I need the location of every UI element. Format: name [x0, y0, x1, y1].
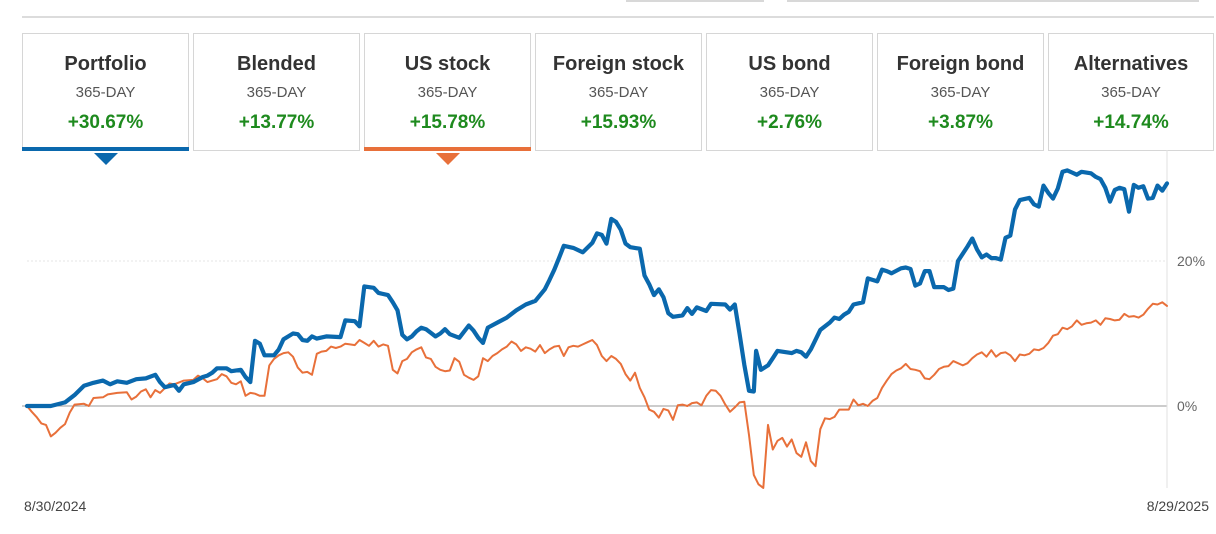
tab-return-value: +14.74% [1093, 112, 1169, 133]
tab-name: US bond [748, 53, 831, 75]
tab-foreign-stock[interactable]: Foreign stock 365-DAY +15.93% [535, 33, 702, 151]
series-line-us-stock [26, 301, 1168, 489]
tab-name: Alternatives [1073, 53, 1189, 75]
tab-period: 365-DAY [930, 84, 991, 101]
tab-foreign-bond[interactable]: Foreign bond 365-DAY +3.87% [877, 33, 1044, 151]
tab-blended[interactable]: Blended 365-DAY +13.77% [193, 33, 360, 151]
tab-name: Foreign bond [896, 53, 1025, 75]
tab-us-stock[interactable]: US stock 365-DAY +15.78% [364, 33, 531, 165]
top-divider [22, 16, 1214, 18]
tab-period: 365-DAY [75, 84, 136, 101]
tab-name: Blended [237, 53, 316, 75]
tab-period: 365-DAY [1101, 84, 1161, 101]
selected-bar [22, 147, 189, 151]
x-axis-end-label: 8/29/2025 [1146, 498, 1209, 514]
y-tick-label-0: 0% [1177, 398, 1197, 414]
tab-name: Foreign stock [552, 53, 685, 75]
y-tick-label-20: 20% [1177, 253, 1205, 269]
faded-control-b [787, 0, 1199, 2]
tab-return-value: +3.87% [928, 112, 993, 133]
tab-period: 365-DAY [759, 84, 820, 101]
selected-caret-icon [93, 153, 118, 165]
tab-return-value: +15.78% [409, 112, 486, 133]
performance-chart: 20% 0% [22, 150, 1205, 489]
tab-return-value: +2.76% [757, 112, 822, 133]
tab-name: Portfolio [64, 53, 147, 75]
selected-caret-icon [435, 153, 460, 165]
x-axis-start-label: 8/30/2024 [24, 498, 87, 514]
tab-period: 365-DAY [246, 84, 307, 101]
faded-control-a [626, 0, 764, 2]
tab-return-value: +15.93% [580, 112, 657, 133]
tab-us-bond[interactable]: US bond 365-DAY +2.76% [706, 33, 873, 151]
selected-bar [364, 147, 531, 151]
series-line-portfolio [24, 168, 1170, 409]
tab-period: 365-DAY [417, 84, 478, 101]
tab-alternatives[interactable]: Alternatives 365-DAY +14.74% [1048, 33, 1214, 151]
tab-return-value: +13.77% [238, 112, 315, 133]
tab-return-value: +30.67% [67, 112, 144, 133]
tab-name: US stock [404, 53, 491, 75]
tab-portfolio[interactable]: Portfolio 365-DAY +30.67% [22, 33, 189, 165]
tab-period: 365-DAY [588, 84, 649, 101]
